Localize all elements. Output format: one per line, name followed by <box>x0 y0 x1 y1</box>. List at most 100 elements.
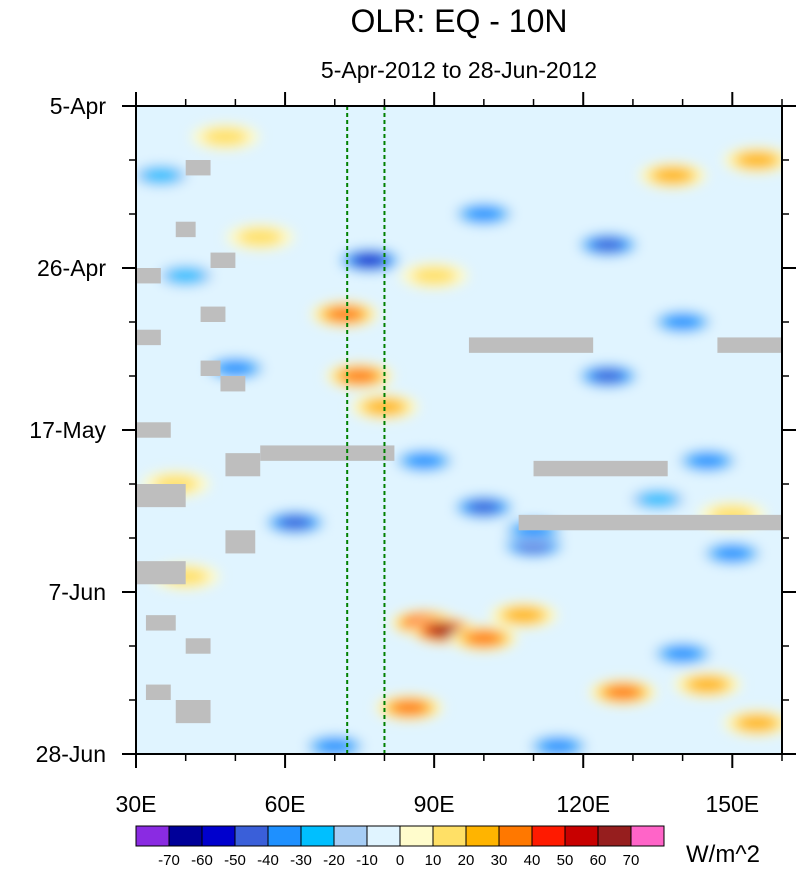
anomaly-band <box>411 266 458 285</box>
anomaly-cell <box>449 494 518 521</box>
colorbar-swatch <box>465 825 500 847</box>
anomaly-cell <box>673 671 742 698</box>
anomaly-band <box>737 152 777 168</box>
anomaly-cell <box>449 201 518 227</box>
anomaly-band <box>278 516 312 529</box>
colorbar-label: 0 <box>396 852 404 869</box>
anomaly-band <box>353 254 386 267</box>
colorbar-label: 60 <box>590 852 607 869</box>
missing-data-block <box>136 484 186 508</box>
colorbar-swatch <box>630 825 665 847</box>
missing-data-block <box>175 700 211 724</box>
anomaly-band <box>665 315 701 329</box>
anomaly-cell <box>325 363 394 389</box>
y-tick-label: 5-Apr <box>50 93 107 119</box>
missing-data-block <box>210 252 236 268</box>
missing-data-block <box>468 337 594 353</box>
missing-data-block <box>518 514 782 531</box>
anomaly-band <box>467 500 501 514</box>
anomaly-band <box>342 369 378 383</box>
colorbar-swatch <box>201 825 236 847</box>
anomaly-cell <box>390 447 459 474</box>
missing-data-block <box>220 376 246 392</box>
colorbar-swatch <box>531 825 566 847</box>
anomaly-cell <box>226 224 295 251</box>
anomaly-band <box>591 238 625 252</box>
missing-data-block <box>185 638 211 654</box>
anomaly-cell <box>723 710 782 737</box>
anomaly-cell <box>191 123 260 150</box>
anomaly-cell <box>623 486 692 513</box>
y-tick-label: 17-May <box>29 417 106 443</box>
anomaly-band <box>365 399 404 415</box>
colorbar-swatch <box>498 825 533 847</box>
colorbar-label: -20 <box>323 852 345 869</box>
anomaly-cell <box>400 262 469 289</box>
anomaly-cell <box>673 447 742 474</box>
colorbar-swatch <box>333 825 368 847</box>
anomaly-band <box>406 454 442 468</box>
colorbar-swatch <box>597 825 632 847</box>
plot-area <box>136 106 782 754</box>
missing-data-block <box>533 460 668 477</box>
missing-data-block <box>145 615 176 631</box>
anomaly-band <box>237 228 284 246</box>
colorbar-swatch <box>234 825 269 847</box>
anomaly-band <box>327 307 363 321</box>
missing-data-layer <box>136 160 782 724</box>
colorbar-label: 70 <box>623 852 640 869</box>
missing-data-block <box>136 561 186 585</box>
missing-data-block <box>136 422 171 438</box>
anomaly-cell <box>449 625 518 652</box>
colorbar-label: -50 <box>224 852 246 869</box>
missing-data-block <box>260 445 395 461</box>
missing-data-block <box>200 360 221 376</box>
anomaly-cell <box>524 733 593 754</box>
anomaly-cell <box>310 301 379 328</box>
chart-title: OLR: EQ - 10N <box>351 3 568 39</box>
missing-data-block <box>225 453 261 477</box>
anomaly-band <box>638 492 678 507</box>
anomaly-cell <box>489 602 558 629</box>
anomaly-band <box>391 701 427 715</box>
anomaly-band <box>591 369 625 383</box>
y-tick-label: 28-Jun <box>36 741 106 767</box>
anomaly-band <box>141 168 181 183</box>
colorbar-label: -70 <box>158 852 180 869</box>
x-axis: 30E 60E 90E 120E 150E <box>116 92 783 817</box>
colorbar-label: -40 <box>257 852 279 869</box>
colorbar-swatch <box>366 825 401 847</box>
colorbar-swatch <box>267 825 302 847</box>
anomaly-cell <box>648 309 717 335</box>
colorbar-swatch <box>399 825 434 847</box>
anomaly-band <box>202 128 249 146</box>
anomaly-cell <box>588 679 657 706</box>
anomaly-band <box>714 546 750 561</box>
x-tick-label: 60E <box>265 791 306 817</box>
colorbar-swatch <box>135 825 170 847</box>
anomaly-cell <box>723 147 782 173</box>
anomaly-cell <box>261 509 330 536</box>
anomaly-band <box>166 268 205 284</box>
anomaly-band <box>317 739 353 753</box>
x-tick-label: 120E <box>556 791 610 817</box>
missing-data-block <box>136 329 161 346</box>
colorbar-label: 50 <box>557 852 574 869</box>
x-tick-label: 30E <box>116 791 157 817</box>
colorbar-label: 10 <box>425 852 442 869</box>
anomaly-cell <box>574 231 643 258</box>
anomaly-band <box>653 168 692 183</box>
colorbar-label: -60 <box>191 852 213 869</box>
anomaly-band <box>690 454 725 468</box>
anomaly-band <box>688 677 727 692</box>
anomaly-band <box>466 631 502 645</box>
colorbar-swatch <box>432 825 467 847</box>
colorbar-label: -10 <box>356 852 378 869</box>
missing-data-block <box>136 268 161 284</box>
anomaly-cell <box>335 247 404 274</box>
y-axis: 5-Apr 26-Apr 17-May 7-Jun 28-Jun <box>29 93 796 767</box>
anomaly-band <box>504 607 543 623</box>
olr-field <box>136 123 782 754</box>
anomaly-cell <box>574 363 643 389</box>
